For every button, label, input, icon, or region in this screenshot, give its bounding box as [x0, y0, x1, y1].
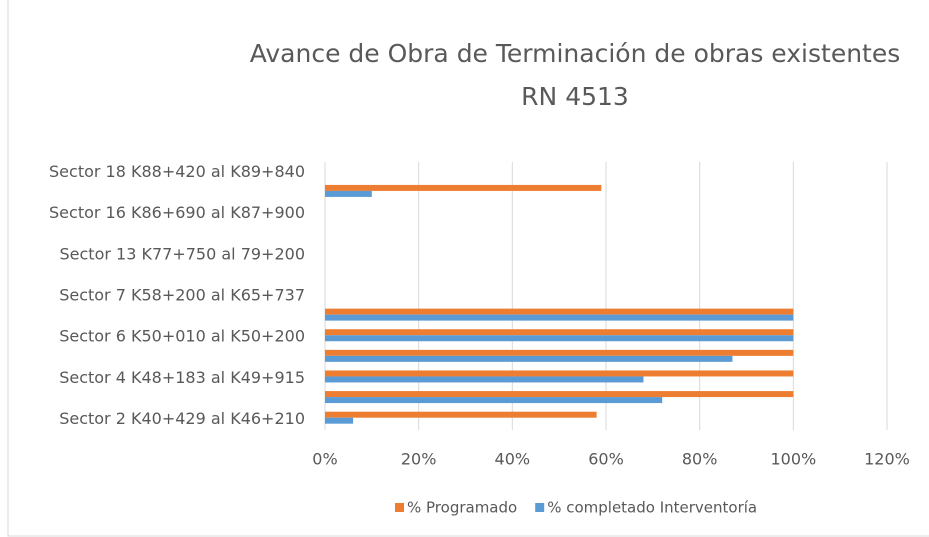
x-tick-label: 60%: [588, 450, 624, 469]
bar: [325, 370, 794, 377]
bar: [325, 397, 663, 404]
y-tick-label: Sector 18 K88+420 al K89+840: [49, 162, 305, 181]
x-tick-label: 100%: [770, 450, 816, 469]
bar: [325, 349, 794, 356]
bar: [325, 391, 794, 398]
x-tick-label: 20%: [401, 450, 437, 469]
y-tick-label: Sector 13 K77+750 al 79+200: [60, 244, 306, 263]
bar: [325, 417, 354, 424]
legend-swatch: [395, 503, 404, 512]
legend-swatch: [535, 503, 545, 512]
x-tick-label: 0%: [312, 450, 337, 469]
legend-label: % completado Interventoría: [547, 499, 757, 517]
y-tick-label: Sector 4 K48+183 al K49+915: [59, 368, 305, 387]
legend-label: % Programado: [407, 499, 517, 517]
bar: [325, 314, 794, 321]
bar: [325, 411, 597, 418]
chart-title: Avance de Obra de Terminación de obras e…: [250, 39, 901, 68]
chart-title: RN 4513: [521, 82, 629, 111]
x-tick-label: 40%: [495, 450, 531, 469]
bar: [325, 355, 733, 362]
bar: [325, 308, 794, 315]
bar: [325, 376, 644, 383]
bar: [325, 190, 372, 197]
x-tick-label: 80%: [682, 450, 718, 469]
bar: [325, 335, 794, 342]
bar: [325, 184, 602, 191]
chart-frame: [7, 0, 929, 537]
y-tick-label: Sector 16 K86+690 al K87+900: [49, 203, 305, 222]
y-tick-label: Sector 6 K50+010 al K50+200: [59, 327, 305, 346]
x-tick-label: 120%: [864, 450, 910, 469]
y-tick-label: Sector 7 K58+200 al K65+737: [59, 286, 305, 305]
bar: [325, 329, 794, 336]
y-tick-label: Sector 2 K40+429 al K46+210: [59, 409, 305, 428]
